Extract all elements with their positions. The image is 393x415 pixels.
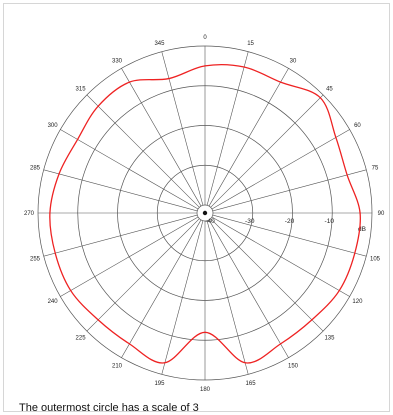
angle-label-330: 330 bbox=[112, 59, 123, 65]
pattern-point-60 bbox=[335, 136, 337, 139]
pattern-point-90 bbox=[359, 212, 361, 214]
db-tick-label: -30 bbox=[245, 218, 255, 225]
angle-label-45: 45 bbox=[326, 87, 333, 93]
pattern-point-210 bbox=[128, 343, 131, 345]
angle-label-15: 15 bbox=[247, 41, 254, 47]
angle-label-315: 315 bbox=[76, 87, 87, 93]
pattern-point-15 bbox=[243, 66, 245, 68]
spoke-210 bbox=[121, 219, 202, 358]
spoke-345 bbox=[161, 51, 204, 206]
polar-chart: 0 15 30 45 60 75 90 105 120 135 150 165 180 195 210 225… bbox=[24, 35, 385, 393]
angle-label-30: 30 bbox=[290, 59, 297, 65]
pattern-point-135 bbox=[311, 319, 313, 321]
pattern-point-345 bbox=[168, 77, 170, 80]
pattern-point-195 bbox=[164, 362, 166, 364]
db-tick-label: -40 bbox=[205, 218, 215, 225]
angle-label-240: 240 bbox=[48, 299, 59, 305]
pattern-point-165 bbox=[244, 362, 246, 364]
pattern-point-315 bbox=[97, 105, 99, 107]
angle-label-270: 270 bbox=[24, 211, 35, 217]
spoke-285 bbox=[43, 169, 198, 212]
angle-label-255: 255 bbox=[30, 257, 41, 263]
spoke-75 bbox=[212, 169, 367, 212]
spoke-165 bbox=[206, 220, 249, 375]
chart-panel: 0 15 30 45 60 75 90 105 120 135 150 165 180 195 210 225… bbox=[3, 3, 390, 414]
angle-label-135: 135 bbox=[324, 335, 335, 341]
angle-label-165: 165 bbox=[246, 381, 257, 387]
angle-label-285: 285 bbox=[30, 165, 41, 171]
spoke-30 bbox=[208, 68, 289, 207]
angle-label-90: 90 bbox=[378, 211, 385, 217]
angle-label-120: 120 bbox=[352, 299, 363, 305]
angle-label-150: 150 bbox=[288, 363, 299, 369]
pattern-point-0 bbox=[204, 65, 206, 67]
spoke-60 bbox=[211, 129, 350, 210]
pattern-point-225 bbox=[97, 319, 99, 321]
angle-label-105: 105 bbox=[370, 257, 381, 263]
pattern-point-300 bbox=[76, 138, 79, 141]
spoke-225 bbox=[86, 218, 200, 332]
pattern-point-270 bbox=[49, 212, 51, 214]
angle-label-225: 225 bbox=[76, 335, 87, 341]
angle-label-60: 60 bbox=[354, 123, 361, 129]
angle-label-195: 195 bbox=[154, 381, 165, 387]
spoke-330 bbox=[121, 68, 202, 207]
angle-label-180: 180 bbox=[200, 387, 211, 393]
spoke-45 bbox=[210, 94, 324, 208]
angle-label-345: 345 bbox=[154, 41, 165, 47]
pattern-point-75 bbox=[346, 174, 348, 176]
angle-label-0: 0 bbox=[203, 35, 207, 41]
db-unit-label: dB bbox=[358, 226, 366, 233]
spoke-300 bbox=[60, 129, 199, 210]
pattern-point-45 bbox=[319, 97, 321, 99]
spoke-15 bbox=[206, 51, 249, 206]
spoke-120 bbox=[211, 216, 350, 297]
spoke-150 bbox=[208, 219, 289, 358]
pattern-point-255 bbox=[54, 252, 56, 254]
pattern-point-120 bbox=[338, 289, 340, 292]
pattern-point-180 bbox=[204, 331, 206, 333]
spoke-240 bbox=[60, 216, 199, 297]
spoke-135 bbox=[210, 218, 324, 332]
spoke-255 bbox=[43, 214, 198, 257]
pattern-point-285 bbox=[58, 173, 60, 175]
pattern-point-105 bbox=[354, 252, 356, 254]
spoke-195 bbox=[161, 220, 204, 375]
angle-label-75: 75 bbox=[372, 165, 379, 171]
pattern-point-330 bbox=[128, 81, 131, 83]
pattern-point-30 bbox=[279, 81, 282, 83]
center-point bbox=[202, 210, 208, 216]
pattern-point-240 bbox=[70, 289, 72, 292]
db-tick-label: -10 bbox=[325, 218, 335, 225]
angle-label-210: 210 bbox=[112, 363, 123, 369]
db-tick-label: -20 bbox=[285, 218, 295, 225]
pattern-point-150 bbox=[279, 343, 282, 345]
spoke-315 bbox=[86, 94, 200, 208]
angle-label-300: 300 bbox=[48, 123, 59, 129]
spoke-105 bbox=[212, 214, 367, 257]
chart-caption: The outermost circle has a scale of 3 bbox=[19, 402, 199, 414]
